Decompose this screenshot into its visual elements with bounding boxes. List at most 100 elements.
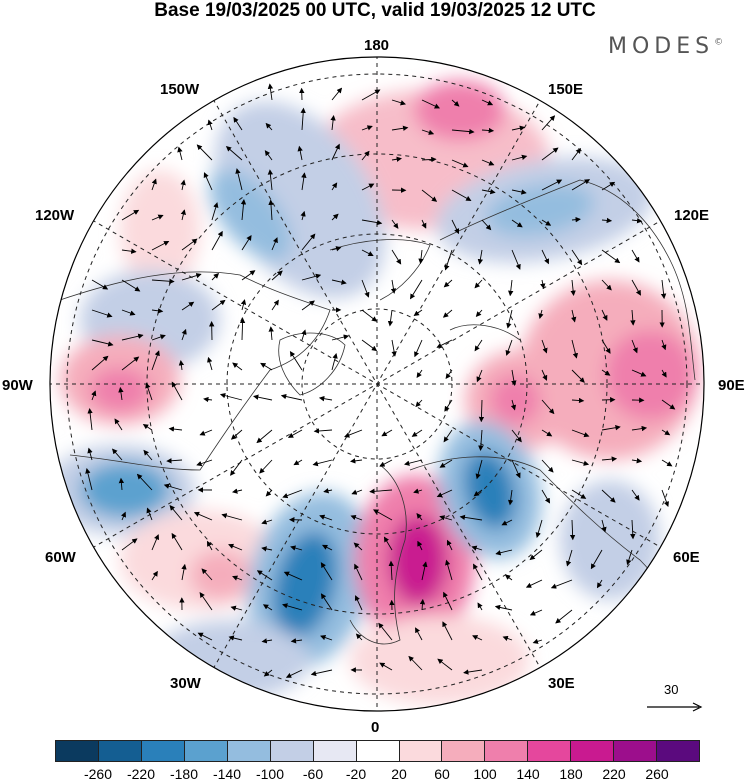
- wind-vector-arrow: [265, 122, 273, 131]
- wind-vector-arrow: [451, 99, 460, 107]
- wind-vector-arrow: [601, 279, 612, 291]
- wind-vector-arrow: [571, 489, 587, 499]
- wind-vector-arrow: [228, 635, 243, 641]
- wind-vector-arrow: [361, 150, 370, 161]
- wind-vector-arrow: [256, 429, 273, 444]
- anomaly-field: [50, 57, 704, 711]
- wind-vector-arrow: [511, 189, 527, 195]
- wind-vector-arrow: [383, 536, 393, 551]
- lon-label-90e: 90E: [718, 377, 745, 394]
- colorbar-tick-label: 20: [391, 766, 407, 782]
- wind-vector-arrow: [451, 189, 472, 201]
- wind-vector-arrow: [168, 426, 183, 432]
- wind-vector-arrow: [511, 429, 522, 443]
- wind-vector-arrow: [91, 355, 109, 371]
- wind-vector-arrow: [282, 489, 303, 499]
- wind-vector-arrow: [268, 199, 274, 221]
- wind-vector-arrow: [631, 458, 643, 464]
- wind-vector-arrow: [280, 393, 303, 401]
- wind-vector-arrow: [151, 278, 175, 284]
- wind-vector-arrow: [143, 449, 153, 461]
- graticule: [50, 57, 704, 711]
- wind-vector-arrow: [478, 429, 484, 451]
- wind-vector-arrow: [91, 279, 109, 290]
- wind-vector-arrow: [414, 339, 423, 358]
- wind-vector-arrow: [271, 270, 283, 281]
- colorbar-cell: [485, 741, 529, 761]
- wind-vector-arrow: [417, 540, 423, 551]
- wind-vector-arrow: [331, 279, 347, 285]
- wind-vector-arrow: [413, 488, 423, 494]
- wind-vector-arrow: [300, 107, 306, 131]
- wind-vector-arrow: [369, 488, 393, 495]
- colorbar: [55, 740, 700, 762]
- colorbar-tick-label: -20: [345, 766, 367, 782]
- wind-vector-arrow: [87, 447, 93, 461]
- colorbar-tick-label: -140: [212, 766, 242, 782]
- wind-vector-arrow: [253, 394, 273, 401]
- wind-vector-arrow: [601, 217, 613, 224]
- wind-vector-arrow: [361, 89, 381, 101]
- wind-vector-arrow: [541, 339, 548, 354]
- wind-vector-arrow: [301, 300, 315, 311]
- wind-vector-arrow: [151, 334, 166, 341]
- wind-vector-arrow: [331, 246, 342, 252]
- wind-vector-arrow: [477, 602, 483, 611]
- wind-vector-arrow: [312, 459, 333, 467]
- wind-vector-arrow: [419, 598, 426, 611]
- wind-vector-arrow: [569, 519, 576, 541]
- colorbar-cell: [571, 741, 615, 761]
- wind-vector-arrow: [232, 575, 243, 581]
- wind-vector-arrow: [121, 333, 144, 341]
- wind-vector-arrow: [196, 459, 213, 467]
- lon-label-150w: 150W: [160, 81, 200, 98]
- colorbar-tick-label: -180: [169, 766, 199, 782]
- wind-vector-arrow: [321, 544, 333, 551]
- wind-vector-arrow: [601, 181, 616, 191]
- wind-vector-arrow: [331, 182, 338, 191]
- wind-vector-arrow: [421, 561, 428, 581]
- wind-vector-arrow: [361, 125, 373, 131]
- wind-vector-arrow: [171, 532, 183, 551]
- wind-vector-arrow: [91, 390, 97, 401]
- wind-vector-arrow: [411, 429, 423, 437]
- wind-vector-arrow: [508, 279, 514, 297]
- wind-vector-arrow: [379, 662, 393, 671]
- wind-vector-arrow: [181, 238, 198, 251]
- wind-vector-arrow: [114, 418, 123, 431]
- wind-vector-arrow: [263, 669, 273, 677]
- wind-vector-arrow: [601, 489, 616, 503]
- wind-vector-arrow: [660, 279, 667, 300]
- wind-vector-arrow: [410, 279, 423, 300]
- wind-vector-arrow: [354, 595, 363, 611]
- wind-vector-arrow: [540, 279, 546, 289]
- wind-vector-arrow: [416, 512, 423, 521]
- colorbar-cell: [184, 741, 228, 761]
- wind-vector-arrow: [378, 622, 393, 641]
- wind-vector-arrow: [661, 369, 667, 378]
- wind-vector-arrow: [661, 429, 671, 436]
- wind-vector-arrow: [601, 456, 618, 462]
- lon-label-120w: 120W: [35, 207, 75, 224]
- wind-vector-arrow: [631, 425, 648, 432]
- lon-label-150e: 150E: [548, 81, 584, 98]
- colorbar-cell: [528, 741, 572, 761]
- lon-label-60e: 60E: [673, 549, 700, 566]
- wind-vector-arrow: [511, 154, 528, 161]
- wind-vector-arrow: [211, 272, 220, 281]
- wind-vector-arrow: [415, 399, 423, 408]
- wind-vector-arrow: [87, 408, 93, 431]
- wind-vector-arrow: [391, 99, 406, 106]
- wind-vector-arrow: [344, 429, 363, 438]
- wind-vector-arrow: [142, 424, 153, 431]
- wind-vector-arrow: [532, 638, 543, 644]
- wind-vector-arrow: [525, 579, 543, 588]
- wind-vector-arrow: [112, 448, 123, 461]
- wind-vector-arrow: [177, 146, 183, 161]
- wind-vector-arrow: [529, 609, 543, 616]
- wind-vector-arrow: [481, 188, 496, 195]
- wind-vector-arrow: [230, 429, 243, 440]
- wind-vector-arrow: [571, 179, 591, 191]
- wind-vector-arrow: [444, 249, 453, 271]
- colorbar-cell: [227, 741, 271, 761]
